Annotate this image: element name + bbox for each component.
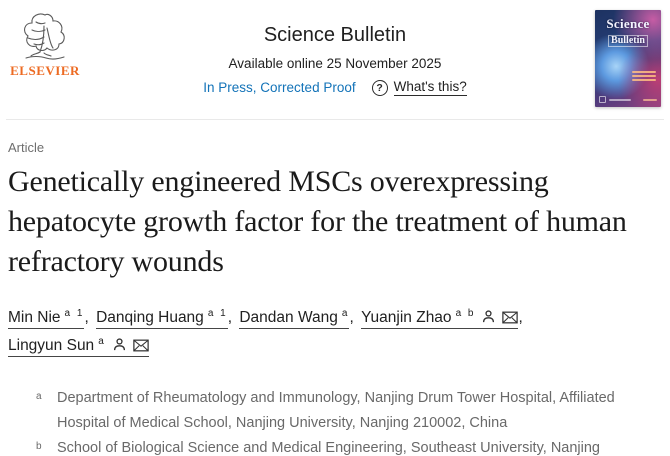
author-item: Danqing Huang a 1, — [96, 308, 239, 330]
journal-info: Science Bulletin Available online 25 Nov… — [125, 23, 545, 96]
author-list: Min Nie a 1, Danqing Huang a 1, Dandan Wan… — [8, 303, 662, 359]
article-main: Article Genetically engineered MSCs over… — [0, 140, 670, 456]
author-email-icon[interactable] — [502, 309, 519, 331]
article-type-label: Article — [8, 140, 45, 155]
publication-status-row: In Press, Corrected Proof ? What's this? — [125, 79, 545, 96]
author-item: Lingyun Sun a — [8, 336, 152, 359]
affiliation-sup: b — [36, 441, 42, 453]
author-separator: , — [227, 309, 237, 327]
author-separator: , — [84, 309, 94, 327]
author-item: Min Nie a 1, — [8, 308, 96, 330]
whats-this-link[interactable]: What's this? — [393, 79, 467, 96]
author-item: Dandan Wang a, — [239, 308, 361, 330]
question-circle-icon[interactable]: ? — [371, 79, 388, 96]
author-separator: , — [349, 309, 359, 327]
affiliation-list: a Department of Rheumatology and Immunol… — [8, 386, 662, 456]
author-email-icon[interactable] — [133, 337, 149, 359]
author-link-danqing-huang[interactable]: Danqing Huang a 1 — [96, 308, 228, 330]
author-link-min-nie[interactable]: Min Nie a 1 — [8, 308, 85, 330]
in-press-link[interactable]: In Press, Corrected Proof — [203, 80, 356, 95]
available-online-date: Available online 25 November 2025 — [228, 56, 442, 71]
author-affiliation-sup: a — [98, 336, 106, 348]
elsevier-wordmark: ELSEVIER — [10, 63, 80, 78]
cover-footer-decoration — [599, 96, 657, 103]
cover-title: Science Bulletin — [595, 16, 661, 48]
author-affiliation-sup: a 1 — [207, 308, 228, 319]
elsevier-logo[interactable]: ELSEVIER — [10, 12, 80, 79]
author-profile-icon[interactable] — [112, 337, 127, 359]
journal-title-link[interactable]: Science Bulletin — [263, 24, 407, 46]
author-link-yuanjin-zhao[interactable]: Yuanjin Zhao a b — [361, 308, 519, 331]
author-item: Yuanjin Zhao a b, — [361, 308, 526, 331]
author-affiliation-sup: a — [341, 308, 350, 319]
author-separator: , — [518, 309, 523, 327]
article-title: Genetically engineered MSCs overexpressi… — [8, 165, 627, 278]
journal-cover-thumbnail[interactable]: Science Bulletin — [595, 10, 661, 107]
cover-caption-decoration — [632, 69, 656, 81]
author-link-lingyun-sun[interactable]: Lingyun Sun a — [8, 336, 149, 359]
author-profile-icon[interactable] — [481, 309, 496, 331]
journal-header: ELSEVIER Science Bulletin Available onli… — [6, 0, 664, 120]
affiliation-item-b: b School of Biological Science and Medic… — [8, 436, 649, 456]
cover-title-line1: Science — [606, 16, 650, 31]
affiliation-text: Department of Rheumatology and Immunolog… — [57, 390, 615, 432]
elsevier-tree-icon — [23, 13, 65, 60]
cover-title-line2: Bulletin — [608, 34, 648, 48]
affiliation-sup: a — [36, 391, 42, 403]
affiliation-text: School of Biological Science and Medical… — [57, 440, 600, 456]
affiliation-item-a: a Department of Rheumatology and Immunol… — [8, 386, 649, 436]
author-link-dandan-wang[interactable]: Dandan Wang a — [239, 308, 350, 330]
author-affiliation-sup: a 1 — [64, 308, 85, 319]
author-affiliation-sup: a b — [455, 308, 476, 319]
